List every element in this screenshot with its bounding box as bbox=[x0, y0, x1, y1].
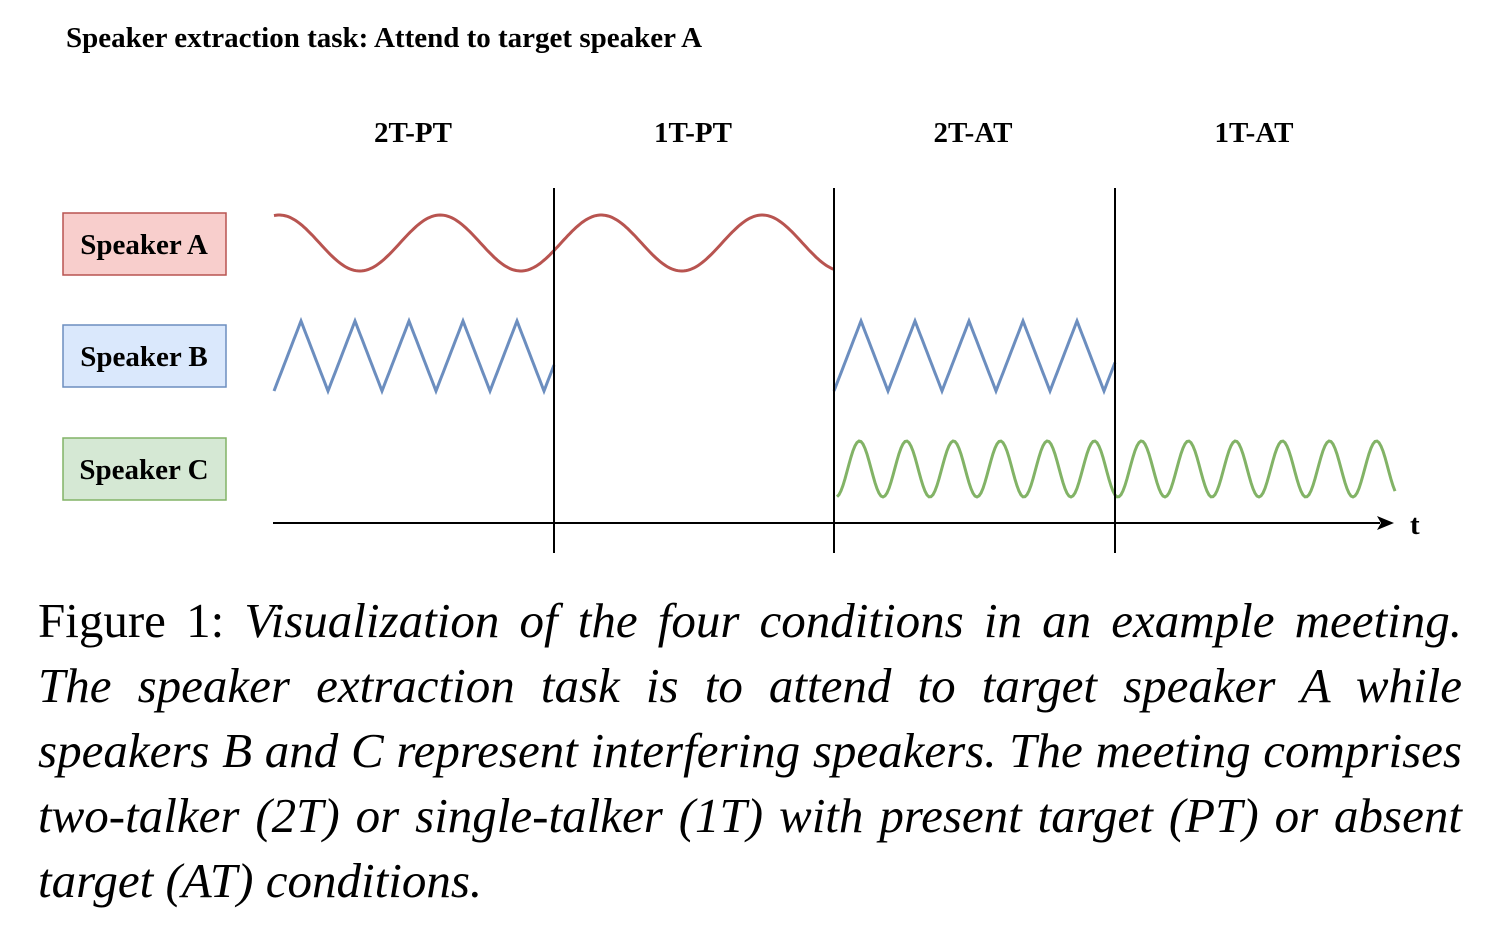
segment-label-1t-at: 1T-AT bbox=[1215, 117, 1294, 149]
figure-caption: Figure 1: Visualization of the four cond… bbox=[38, 588, 1462, 913]
time-axis-arrowhead bbox=[1377, 516, 1394, 530]
segment-label-2t-pt: 2T-PT bbox=[374, 117, 452, 149]
figure-diagram: Speaker extraction task: Attend to targe… bbox=[62, 22, 1420, 553]
segment-label-1t-pt: 1T-PT bbox=[654, 117, 732, 149]
segment-label-2t-at: 2T-AT bbox=[934, 117, 1013, 149]
time-axis-label: t bbox=[1410, 509, 1420, 541]
speaker-c-label: Speaker C bbox=[79, 454, 208, 486]
speaker-c-box: Speaker C bbox=[62, 437, 227, 501]
caption-text: Visualization of the four conditions in … bbox=[38, 593, 1462, 908]
caption-label: Figure 1: bbox=[38, 593, 225, 648]
speaker-b-waveform-segment-1 bbox=[272, 316, 556, 396]
speaker-b-label: Speaker B bbox=[80, 341, 208, 373]
speaker-b-waveform-segment-2 bbox=[832, 316, 1117, 396]
speaker-a-box: Speaker A bbox=[62, 212, 227, 276]
figure-title: Speaker extraction task: Attend to targe… bbox=[66, 22, 702, 54]
speaker-b-box: Speaker B bbox=[62, 324, 227, 388]
speaker-a-label: Speaker A bbox=[80, 229, 208, 261]
